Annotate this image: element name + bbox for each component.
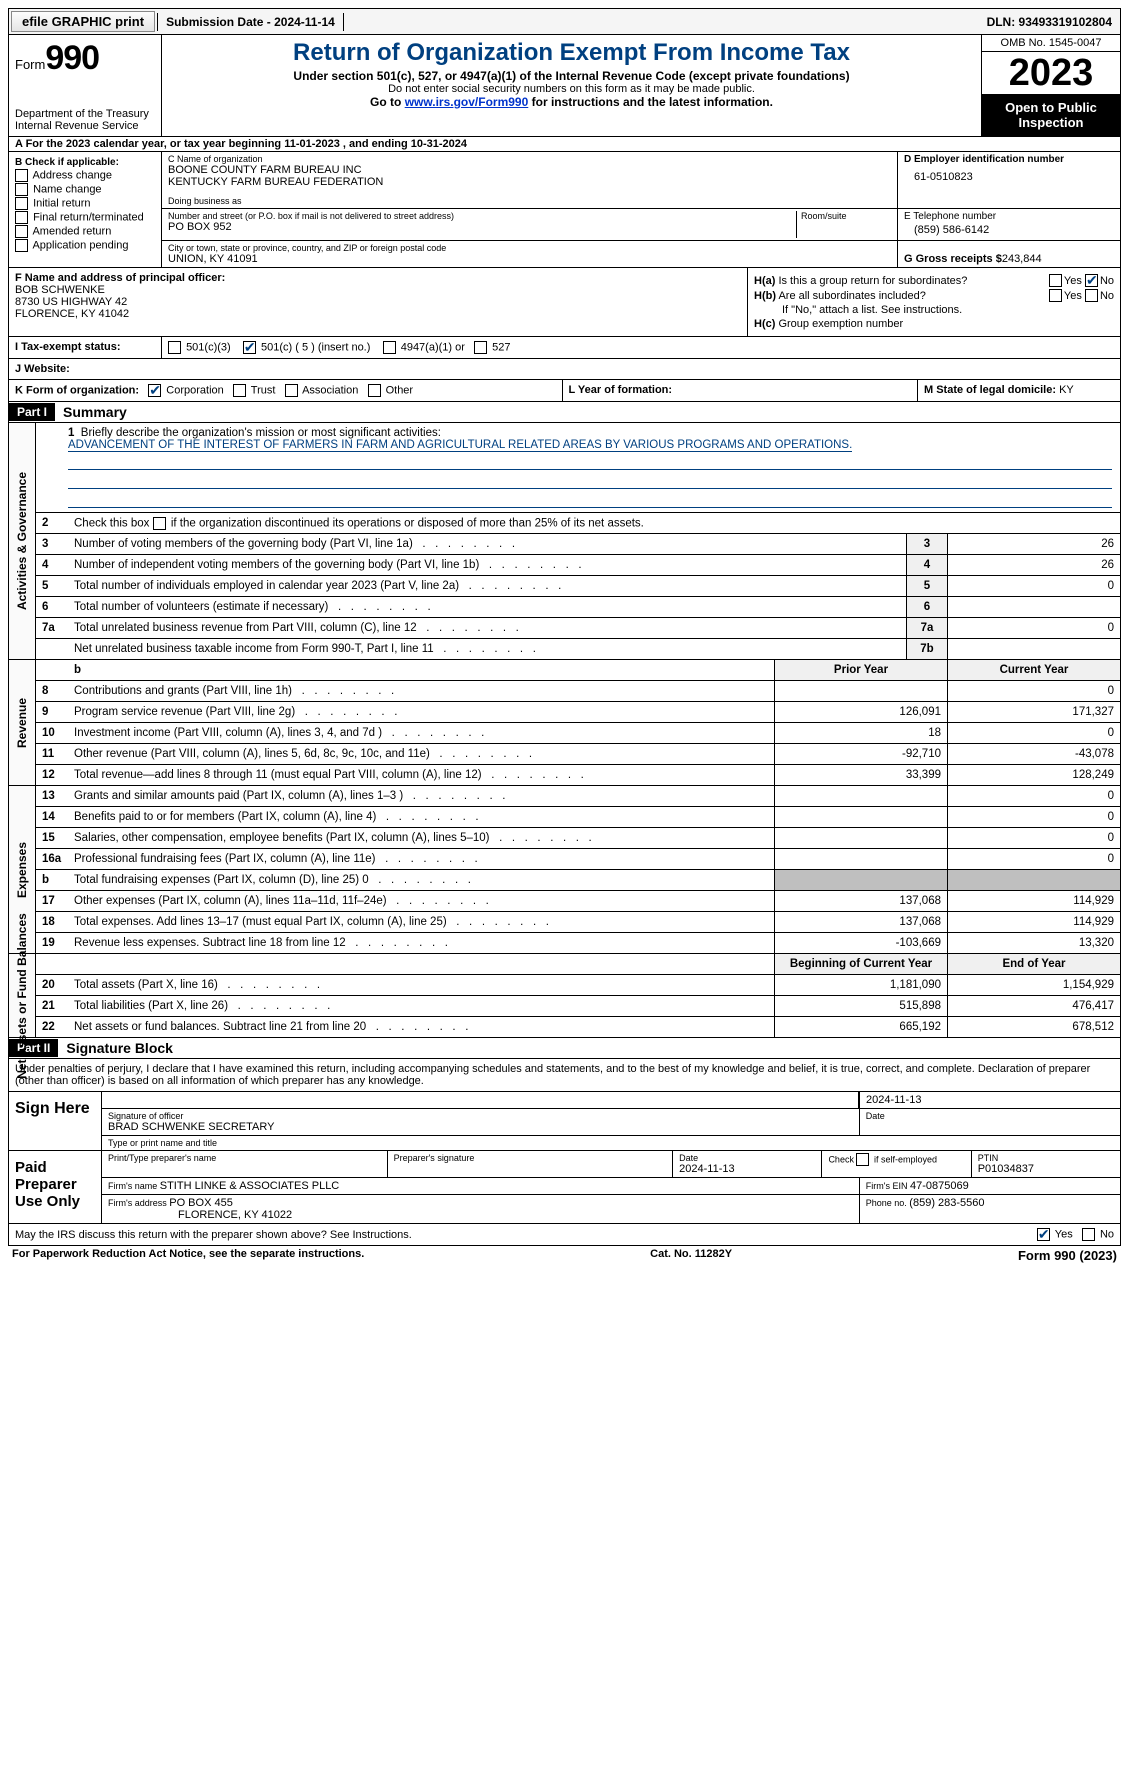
section-bcd: B Check if applicable: Address change Na…	[8, 152, 1121, 268]
summary-row: 4Number of independent voting members of…	[36, 555, 1120, 576]
revenue-section: Revenue b Prior Year Current Year 8Contr…	[8, 660, 1121, 786]
b-checkbox[interactable]	[15, 225, 28, 238]
omb-number: OMB No. 1545-0047	[982, 35, 1120, 52]
hb-yes-checkbox[interactable]	[1049, 289, 1062, 302]
b-checkbox[interactable]	[15, 239, 28, 252]
expenses-section: Expenses 13Grants and similar amounts pa…	[8, 786, 1121, 954]
form-number: Form990	[15, 39, 155, 78]
summary-row: 9Program service revenue (Part VIII, lin…	[36, 702, 1120, 723]
net-assets-section: Net Assets or Fund Balances Beginning of…	[8, 954, 1121, 1038]
summary-row: 8Contributions and grants (Part VIII, li…	[36, 681, 1120, 702]
form-header: Form990 Department of the Treasury Inter…	[8, 35, 1121, 137]
ha-no-checkbox[interactable]	[1085, 274, 1098, 287]
section-h: H(a) Is this a group return for subordin…	[748, 268, 1120, 336]
527-checkbox[interactable]	[474, 341, 487, 354]
section-g-gross: G Gross receipts $ 243,844	[898, 241, 1120, 267]
summary-row: 16aProfessional fundraising fees (Part I…	[36, 849, 1120, 870]
section-c-city: City or town, state or province, country…	[162, 241, 898, 267]
section-f: F Name and address of principal officer:…	[9, 268, 748, 336]
discuss-no-checkbox[interactable]	[1082, 1228, 1095, 1241]
section-b: B Check if applicable: Address change Na…	[9, 152, 162, 267]
net-assets-tab: Net Assets or Fund Balances	[15, 913, 29, 1079]
summary-row: 11Other revenue (Part VIII, column (A), …	[36, 744, 1120, 765]
summary-row: 19Revenue less expenses. Subtract line 1…	[36, 933, 1120, 953]
form-subtitle-2: Do not enter social security numbers on …	[170, 83, 973, 95]
summary-row: 3Number of voting members of the governi…	[36, 534, 1120, 555]
perjury-declaration: Under penalties of perjury, I declare th…	[9, 1059, 1120, 1091]
501c3-checkbox[interactable]	[168, 341, 181, 354]
summary-row: bTotal fundraising expenses (Part IX, co…	[36, 870, 1120, 891]
summary-row: 14Benefits paid to or for members (Part …	[36, 807, 1120, 828]
efile-print-button[interactable]: efile GRAPHIC print	[11, 11, 155, 32]
summary-row: 12Total revenue—add lines 8 through 11 (…	[36, 765, 1120, 785]
summary-row: 15Salaries, other compensation, employee…	[36, 828, 1120, 849]
hb-no-checkbox[interactable]	[1085, 289, 1098, 302]
form-subtitle-3: Go to www.irs.gov/Form990 for instructio…	[170, 95, 973, 109]
summary-row: 22Net assets or fund balances. Subtract …	[36, 1017, 1120, 1037]
tax-year: 2023	[982, 52, 1120, 94]
discuss-row: May the IRS discuss this return with the…	[9, 1223, 1120, 1245]
expenses-tab: Expenses	[15, 841, 29, 897]
irs-link[interactable]: www.irs.gov/Form990	[405, 95, 529, 109]
b-checkbox[interactable]	[15, 169, 28, 182]
governance-section: Activities & Governance 1 Briefly descri…	[8, 423, 1121, 660]
b-checkbox[interactable]	[15, 197, 28, 210]
b-checkbox[interactable]	[15, 183, 28, 196]
summary-row: 13Grants and similar amounts paid (Part …	[36, 786, 1120, 807]
ha-yes-checkbox[interactable]	[1049, 274, 1062, 287]
summary-row: 7aTotal unrelated business revenue from …	[36, 618, 1120, 639]
discuss-yes-checkbox[interactable]	[1037, 1228, 1050, 1241]
section-fh: F Name and address of principal officer:…	[8, 268, 1121, 337]
submission-date: Submission Date - 2024-11-14	[157, 13, 344, 31]
paid-preparer-row: Paid Preparer Use Only Print/Type prepar…	[9, 1150, 1120, 1223]
summary-row: 21Total liabilities (Part X, line 26)515…	[36, 996, 1120, 1017]
assoc-checkbox[interactable]	[285, 384, 298, 397]
page-footer: For Paperwork Reduction Act Notice, see …	[8, 1246, 1121, 1265]
section-c-name: C Name of organization BOONE COUNTY FARM…	[162, 152, 898, 208]
summary-row: 10Investment income (Part VIII, column (…	[36, 723, 1120, 744]
summary-row: 6Total number of volunteers (estimate if…	[36, 597, 1120, 618]
signature-block: Under penalties of perjury, I declare th…	[8, 1059, 1121, 1246]
corp-checkbox[interactable]	[148, 384, 161, 397]
form-subtitle-1: Under section 501(c), 527, or 4947(a)(1)…	[170, 69, 973, 83]
line2-checkbox[interactable]	[153, 517, 166, 530]
other-checkbox[interactable]	[368, 384, 381, 397]
department-label: Department of the Treasury Internal Reve…	[15, 108, 155, 132]
net-header-row: Beginning of Current Year End of Year	[36, 954, 1120, 975]
section-c-address: Number and street (or P.O. box if mail i…	[162, 209, 898, 240]
summary-row: 18Total expenses. Add lines 13–17 (must …	[36, 912, 1120, 933]
revenue-header-row: b Prior Year Current Year	[36, 660, 1120, 681]
governance-tab: Activities & Governance	[15, 472, 29, 610]
sign-here-row: Sign Here 2024-11-13 Signature of office…	[9, 1091, 1120, 1150]
b-checkbox[interactable]	[15, 211, 28, 224]
revenue-tab: Revenue	[15, 697, 29, 747]
form-title: Return of Organization Exempt From Incom…	[170, 39, 973, 67]
part-1-header: Part I Summary	[8, 402, 1121, 423]
self-employed-checkbox[interactable]	[856, 1153, 869, 1166]
summary-row: 17Other expenses (Part IX, column (A), l…	[36, 891, 1120, 912]
dln: DLN: 93493319102804	[979, 13, 1120, 31]
open-to-public: Open to Public Inspection	[982, 94, 1120, 136]
section-d-ein: D Employer identification number 61-0510…	[898, 152, 1120, 208]
line-2: 2 Check this box if the organization dis…	[36, 513, 1120, 534]
row-j-website: J Website:	[8, 359, 1121, 380]
501c-checkbox[interactable]	[243, 341, 256, 354]
summary-row: 5Total number of individuals employed in…	[36, 576, 1120, 597]
row-k-org-form: K Form of organization: Corporation Trus…	[8, 380, 1121, 402]
trust-checkbox[interactable]	[233, 384, 246, 397]
mission-row: 1 Briefly describe the organization's mi…	[36, 423, 1120, 513]
part-2-header: Part II Signature Block	[8, 1038, 1121, 1059]
row-i-tax-status: I Tax-exempt status: 501(c)(3) 501(c) ( …	[8, 337, 1121, 359]
row-a-tax-year: A For the 2023 calendar year, or tax yea…	[8, 137, 1121, 152]
summary-row: Net unrelated business taxable income fr…	[36, 639, 1120, 659]
section-e-telephone: E Telephone number (859) 586-6142	[898, 209, 1120, 240]
summary-row: 20Total assets (Part X, line 16)1,181,09…	[36, 975, 1120, 996]
top-bar: efile GRAPHIC print Submission Date - 20…	[8, 8, 1121, 35]
4947-checkbox[interactable]	[383, 341, 396, 354]
